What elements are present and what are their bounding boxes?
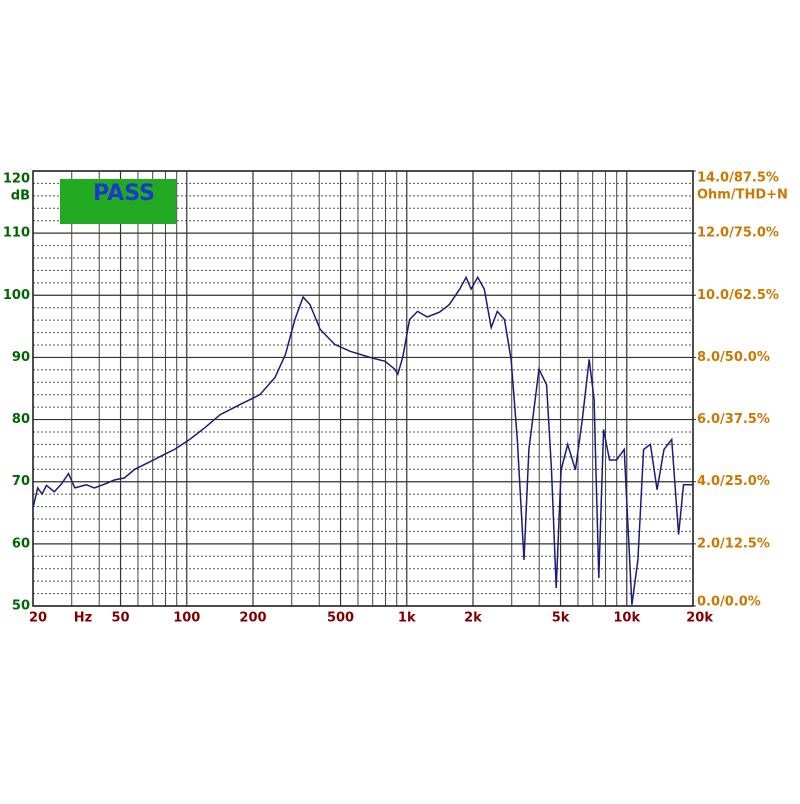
x-tick-label: 2k — [464, 611, 482, 626]
x-tick-label: 200 — [239, 611, 266, 626]
y2-tick-label: 0.0/0.0% — [697, 595, 761, 610]
y-tick-label: 100 — [3, 288, 30, 303]
x-tick-label: 100 — [173, 611, 200, 626]
plot-border — [32, 170, 694, 607]
y-tick-label: 120 — [3, 172, 30, 187]
status-badge — [60, 179, 176, 224]
y-tick-label: 50 — [12, 599, 30, 614]
y2-tick-label: 2.0/12.5% — [697, 536, 770, 551]
x-tick-label: 500 — [327, 611, 354, 626]
y-tick-label: 60 — [12, 536, 30, 551]
y-axis-label: dB — [11, 189, 30, 204]
y2-tick-label: 8.0/50.0% — [697, 350, 770, 365]
x-tick-label: 10k — [613, 611, 640, 626]
y2-tick-label: 14.0/87.5% — [697, 171, 779, 186]
y-tick-label: 70 — [12, 474, 30, 489]
status-text: PASS — [93, 181, 155, 206]
y-tick-label: 80 — [12, 412, 30, 427]
y-tick-label: 110 — [3, 226, 30, 241]
x-tick-label: 20 — [29, 611, 47, 626]
y2-tick-label: 4.0/25.0% — [697, 474, 770, 489]
x-tick-label: 20k — [686, 611, 713, 626]
y2-tick-label: 10.0/62.5% — [697, 288, 779, 303]
y-tick-label: 90 — [12, 350, 30, 365]
y2-tick-label: 6.0/37.5% — [697, 412, 770, 427]
x-tick-label: 50 — [111, 611, 129, 626]
x-axis-label: Hz — [74, 611, 92, 626]
x-tick-label: 5k — [552, 611, 570, 626]
y2-axis-label: Ohm/THD+N — [697, 188, 788, 203]
x-tick-label: 1k — [398, 611, 416, 626]
y2-tick-label: 12.0/75.0% — [697, 226, 779, 241]
response-curve — [32, 275, 693, 605]
